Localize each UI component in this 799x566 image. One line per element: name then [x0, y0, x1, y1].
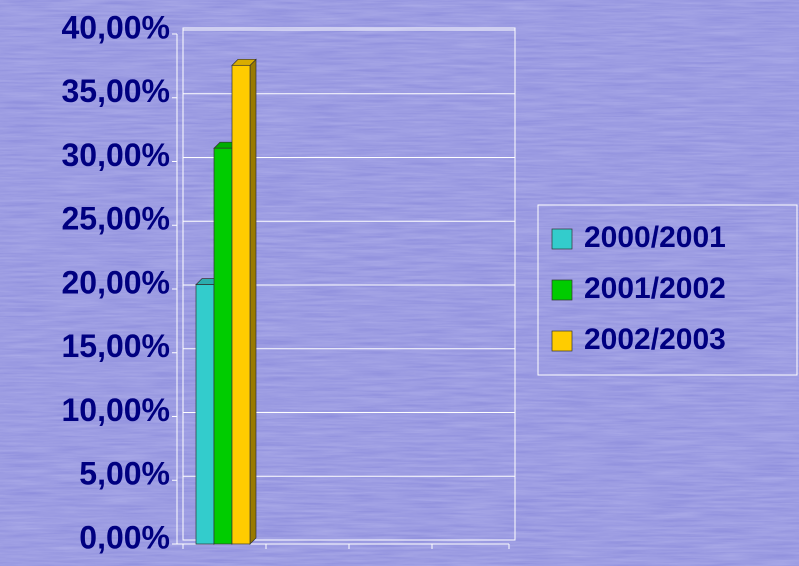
- y-tick-label: 10,00%: [61, 392, 170, 428]
- y-tick-label: 15,00%: [61, 328, 170, 364]
- bar: [213, 147, 233, 545]
- y-tick-label: 30,00%: [61, 137, 170, 173]
- legend-label: 2000/2001: [584, 221, 726, 254]
- y-tick-label: 5,00%: [79, 456, 170, 492]
- legend-swatch: [551, 330, 573, 352]
- legend-label: 2002/2003: [584, 323, 726, 356]
- y-tick-label: 20,00%: [61, 264, 170, 300]
- legend-label: 2001/2002: [584, 272, 726, 305]
- y-tick-label: 35,00%: [61, 73, 170, 109]
- legend-swatch: [551, 279, 573, 301]
- legend-box: [537, 204, 798, 376]
- bar: [195, 284, 215, 545]
- bar-side: [249, 58, 257, 545]
- bar: [231, 64, 251, 545]
- legend-swatch: [551, 228, 573, 250]
- y-tick-label: 40,00%: [61, 9, 170, 45]
- y-tick-label: 25,00%: [61, 201, 170, 237]
- y-tick-label: 0,00%: [79, 519, 170, 555]
